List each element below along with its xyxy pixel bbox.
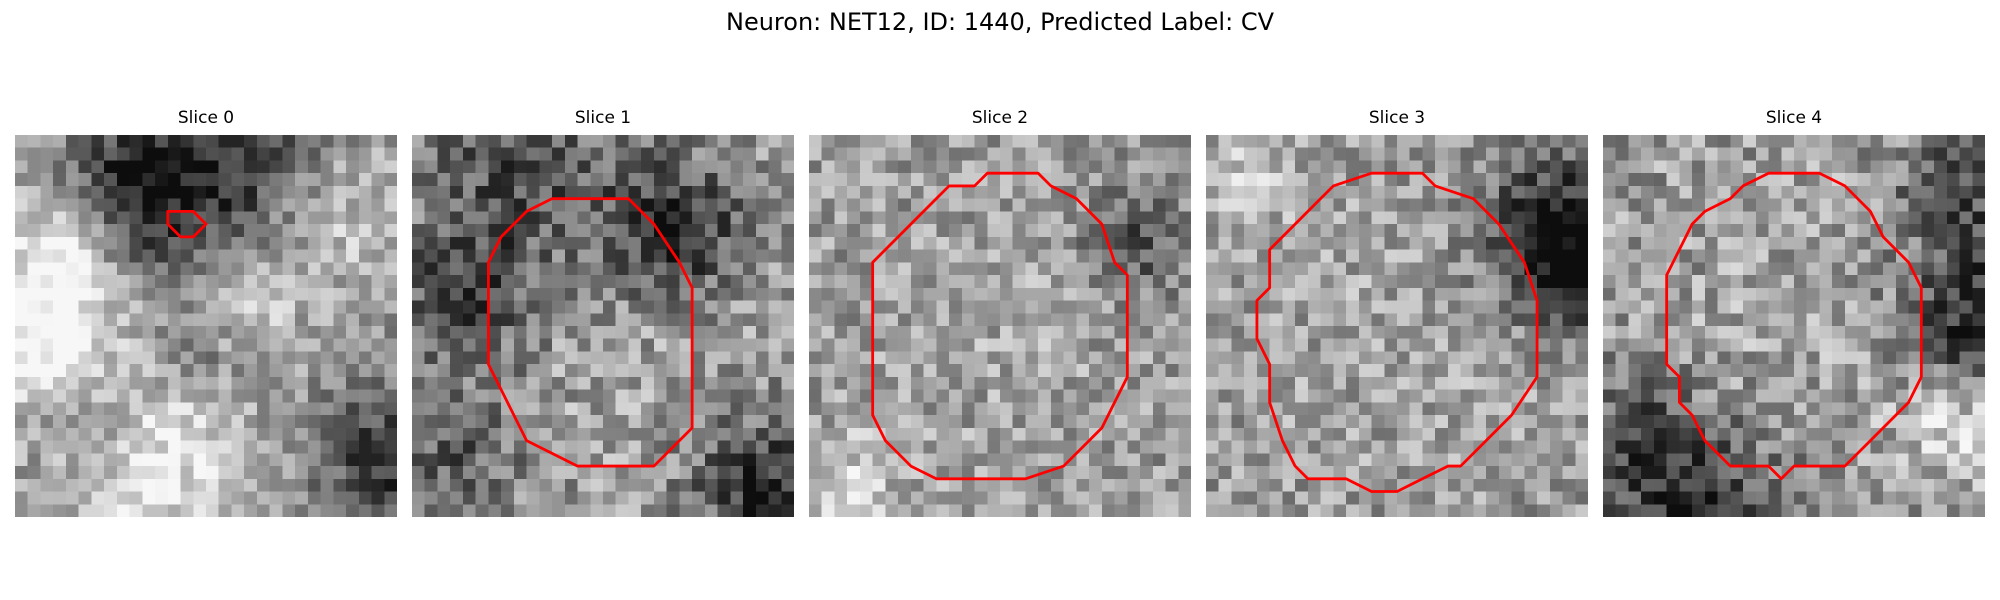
figure-title: Neuron: NET12, ID: 1440, Predicted Label… xyxy=(726,8,1274,36)
segmentation-contour xyxy=(1255,171,1539,493)
slice-image xyxy=(412,135,794,517)
slice-title: Slice 2 xyxy=(971,108,1029,128)
slice-title: Slice 3 xyxy=(1368,108,1426,128)
slice-panel: Slice 2 xyxy=(809,108,1191,520)
slice-image xyxy=(809,135,1191,517)
slice-image xyxy=(1206,135,1588,517)
slice-image xyxy=(1603,135,1985,517)
segmentation-contour xyxy=(871,171,1129,481)
segmentation-contour xyxy=(166,209,208,239)
segmentation-contour xyxy=(486,197,694,468)
slice-panel: Slice 0 xyxy=(15,108,397,520)
slice-title: Slice 1 xyxy=(574,108,632,128)
slice-panel: Slice 3 xyxy=(1206,108,1588,520)
slice-title: Slice 4 xyxy=(1765,108,1823,128)
slice-panel: Slice 4 xyxy=(1603,108,1985,520)
segmentation-contour xyxy=(1665,171,1923,481)
slice-panel: Slice 1 xyxy=(412,108,794,520)
slice-title: Slice 0 xyxy=(177,108,235,128)
slice-image xyxy=(15,135,397,517)
